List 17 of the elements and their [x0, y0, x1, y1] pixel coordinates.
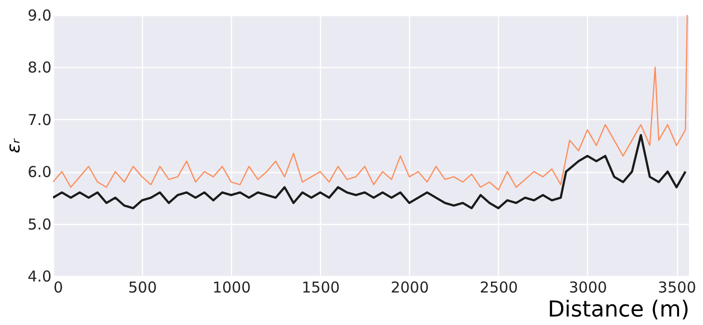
- y-tick-label: 7.0: [28, 110, 52, 129]
- x-axis-title: Distance (m): [548, 298, 690, 322]
- y-tick-label: 4.0: [28, 268, 52, 286]
- x-tick-label: 3000: [568, 278, 608, 296]
- x-tick-label: 2500: [480, 278, 518, 296]
- y-tick-label: 8.0: [28, 58, 52, 77]
- y-tick-label: 5.0: [28, 215, 52, 234]
- x-tick-label: 500: [128, 278, 157, 296]
- line-series: [53, 134, 687, 210]
- y-tick-label: 6.0: [28, 163, 52, 182]
- y-axis-title: εᵣ: [4, 137, 25, 154]
- x-tick-label: 0: [54, 278, 64, 296]
- x-tick-label: 3500: [658, 278, 696, 296]
- x-tick-label: 1000: [212, 278, 251, 296]
- x-tick-label: 2000: [390, 278, 429, 296]
- y-tick-label: 9.0: [28, 6, 52, 24]
- x-tick-label: 1500: [302, 278, 340, 296]
